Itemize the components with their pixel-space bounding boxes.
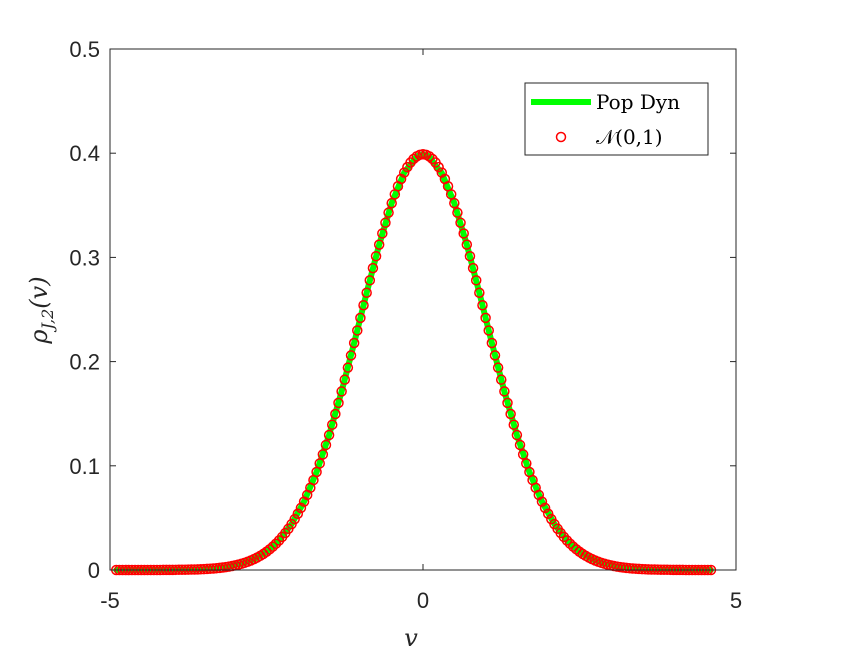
y-tick-label: 0.2 (69, 350, 100, 375)
data-point-normal (358, 300, 369, 311)
data-point-normal (536, 496, 548, 507)
data-point-normal (517, 449, 529, 460)
data-point-normal (511, 429, 523, 441)
data-point-normal (561, 535, 573, 546)
data-point-normal (380, 217, 391, 229)
data-point-normal (496, 374, 507, 385)
data-point-normal (449, 197, 460, 209)
data-point-normal (339, 374, 350, 385)
legend-swatch-normal (555, 131, 567, 143)
data-point-normal (542, 508, 554, 519)
data-point-normal (264, 544, 275, 555)
data-point-normal (273, 535, 285, 546)
data-point-normal (514, 439, 526, 451)
data-point-normal (458, 228, 469, 239)
data-point-normal (320, 439, 332, 451)
y-axis-label-main: ρ (25, 329, 53, 344)
y-tick-label: 0.3 (69, 245, 100, 270)
data-point-normal (267, 541, 279, 552)
data-point-normal (477, 300, 488, 311)
data-point-normal (370, 250, 382, 262)
data-point-normal (261, 546, 272, 557)
data-point-normal (502, 397, 513, 409)
data-point-normal (317, 449, 329, 460)
data-point-normal (480, 312, 491, 324)
x-tick-label: -5 (100, 588, 120, 613)
data-point-normal (292, 508, 304, 519)
data-point-normal (330, 408, 341, 420)
data-point-normal (395, 173, 407, 185)
y-tick-label: 0 (88, 558, 100, 583)
x-axis-label: v (404, 624, 418, 652)
data-point-normal (398, 167, 410, 178)
data-point-normal (533, 489, 545, 501)
data-point-normal (352, 325, 363, 336)
data-point-normal (345, 350, 357, 361)
data-point-normal (383, 207, 394, 218)
y-tick-label: 0.5 (69, 37, 100, 62)
data-point-normal (326, 419, 338, 430)
y-axis-label-arg: (v) (25, 276, 53, 308)
data-point-normal (314, 458, 325, 469)
data-point-normal (342, 362, 354, 373)
data-point-normal (336, 386, 347, 397)
data-point-normal (564, 538, 576, 549)
data-point-normal (361, 287, 372, 298)
data-point-normal (298, 496, 310, 507)
data-point-normal (452, 207, 463, 218)
data-point-normal (270, 538, 282, 549)
x-tick-label: 5 (730, 588, 742, 613)
data-point-normal (489, 350, 501, 361)
y-axis-label: ρJ,2(v) (25, 276, 57, 344)
data-point-normal (433, 161, 444, 173)
data-point-normal (492, 362, 504, 373)
plot-frame (109, 48, 737, 571)
data-point-normal (333, 397, 344, 409)
data-point-normal (483, 325, 494, 336)
data-point-normal (445, 189, 457, 200)
data-point-normal (323, 429, 335, 441)
data-point-normal (508, 419, 520, 430)
data-point-normal (289, 513, 300, 525)
data-point-normal (364, 275, 376, 286)
data-point-normal (539, 502, 551, 514)
data-point-normal (464, 250, 476, 262)
data-point-normal (567, 541, 579, 552)
svg-text:ρJ,2(v): ρJ,2(v) (25, 276, 57, 344)
legend-box (524, 82, 709, 156)
data-point-normal (386, 197, 397, 209)
data-point-normal (424, 151, 435, 162)
legend-label-pop-dyn: Pop Dyn (596, 90, 680, 114)
data-point-normal (295, 502, 307, 514)
data-point-normal (427, 153, 438, 165)
data-point-normal (505, 408, 516, 420)
data-point-normal (474, 287, 485, 298)
y-tick-label: 0.4 (69, 141, 100, 166)
data-point-normal (470, 275, 482, 286)
data-point-normal (436, 167, 448, 178)
data-point-normal (558, 531, 570, 543)
y-axis-ticks: 0 0.1 0.2 0.3 0.4 0.5 (69, 37, 736, 583)
data-point-normal (348, 337, 360, 349)
x-tick-label: 0 (417, 588, 429, 613)
data-point-normal (499, 386, 510, 397)
y-axis-label-subscript: J,2 (38, 309, 57, 333)
data-point-normal (486, 337, 498, 349)
data-point-normal (467, 262, 479, 274)
x-axis-ticks: -5 0 5 (100, 49, 742, 613)
legend: Pop Dyn 𝒩(0,1) (524, 82, 709, 156)
y-tick-label: 0.1 (69, 454, 100, 479)
data-point-normal (461, 239, 473, 250)
data-point-normal (355, 312, 366, 324)
data-point-normal (405, 157, 416, 168)
data-point-normal (367, 262, 379, 274)
data-point-normal (373, 239, 385, 250)
data-point-normal (455, 217, 466, 229)
legend-label-normal: 𝒩(0,1) (596, 125, 663, 149)
data-point-normal (377, 228, 388, 239)
